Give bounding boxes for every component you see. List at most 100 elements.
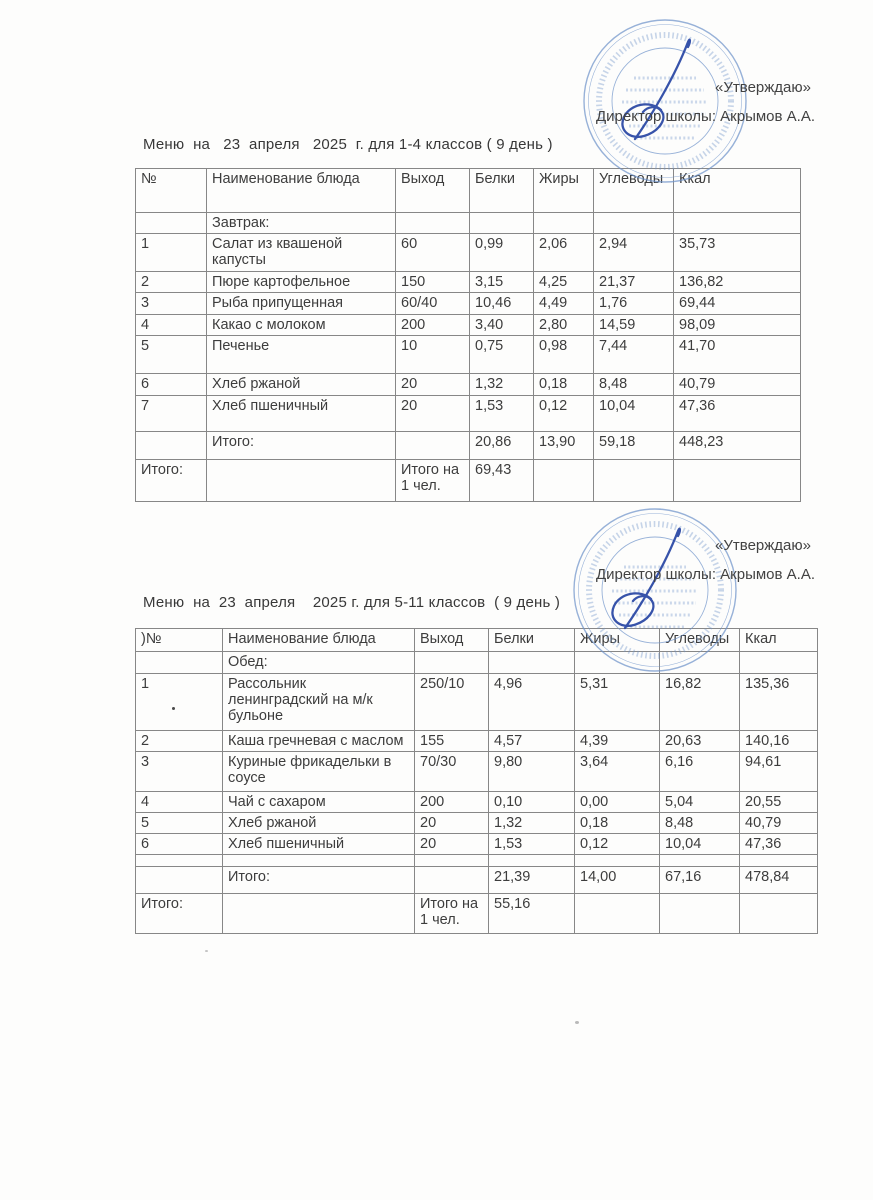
cell-num: 2 bbox=[135, 271, 207, 293]
cell-carbs: 8,48 bbox=[593, 373, 674, 396]
cell-num: 3 bbox=[135, 751, 223, 792]
cell-empty bbox=[739, 651, 818, 674]
cell-dish: Какао с молоком bbox=[206, 314, 396, 336]
cell-out: 60/40 bbox=[395, 292, 470, 315]
cell-carbs: 5,04 bbox=[659, 791, 740, 813]
menu-row: 1 Салат из квашеной капусты 60 0,99 2,06… bbox=[135, 233, 801, 272]
cell-kcal: 98,09 bbox=[673, 314, 801, 336]
cell-protein: 10,46 bbox=[469, 292, 534, 315]
cell-fat: 0,98 bbox=[533, 335, 594, 374]
cell-empty bbox=[659, 651, 740, 674]
cell-carbs: 10,04 bbox=[659, 833, 740, 855]
cell-dish: Пюре картофельное bbox=[206, 271, 396, 293]
cell-out: 200 bbox=[414, 791, 489, 813]
cell-dish: Хлеб пшеничный bbox=[222, 833, 415, 855]
cell-empty bbox=[574, 854, 660, 867]
section-label: Завтрак: bbox=[206, 212, 396, 234]
cell-empty bbox=[533, 459, 594, 502]
ink-speck bbox=[172, 707, 175, 710]
grand-total-label: Итого: bbox=[135, 893, 223, 934]
menu-row: 4 Чай с сахаром 200 0,10 0,00 5,04 20,55 bbox=[135, 791, 818, 813]
cell-fat: 0,18 bbox=[533, 373, 594, 396]
ink-speck bbox=[575, 1021, 579, 1024]
header-kcal: Ккал bbox=[739, 628, 818, 652]
cell-empty bbox=[469, 212, 534, 234]
cell-protein: 3,40 bbox=[469, 314, 534, 336]
cell-num: 4 bbox=[135, 314, 207, 336]
cell-out: 155 bbox=[414, 730, 489, 752]
cell-protein: 0,99 bbox=[469, 233, 534, 272]
cell-protein: 4,57 bbox=[488, 730, 575, 752]
stamp-rings bbox=[584, 20, 746, 182]
cell-empty bbox=[135, 854, 223, 867]
cell-empty bbox=[574, 893, 660, 934]
cell-empty bbox=[414, 854, 489, 867]
cell-kcal: 94,61 bbox=[739, 751, 818, 792]
menu-row: 5 Хлеб ржаной 20 1,32 0,18 8,48 40,79 bbox=[135, 812, 818, 834]
cell-empty bbox=[395, 212, 470, 234]
total-carbs: 59,18 bbox=[593, 431, 674, 460]
cell-empty bbox=[135, 212, 207, 234]
total-carbs: 67,16 bbox=[659, 866, 740, 894]
grand-total-per-person: Итого на 1 чел. bbox=[414, 893, 489, 934]
header-num: № bbox=[135, 168, 207, 213]
header-out: Выход bbox=[395, 168, 470, 213]
cell-dish: Каша гречневая с маслом bbox=[222, 730, 415, 752]
cell-kcal: 69,44 bbox=[673, 292, 801, 315]
totals-row: Итого: 21,39 14,00 67,16 478,84 bbox=[135, 866, 818, 894]
approve-label: «Утверждаю» bbox=[715, 537, 811, 554]
cell-out: 70/30 bbox=[414, 751, 489, 792]
cell-fat: 2,06 bbox=[533, 233, 594, 272]
cell-num: 4 bbox=[135, 791, 223, 813]
cell-carbs: 20,63 bbox=[659, 730, 740, 752]
cell-empty bbox=[659, 893, 740, 934]
cell-dish: Хлеб ржаной bbox=[206, 373, 396, 396]
cell-out: 200 bbox=[395, 314, 470, 336]
cell-fat: 2,80 bbox=[533, 314, 594, 336]
cell-empty bbox=[135, 866, 223, 894]
header-fat: Жиры bbox=[574, 628, 660, 652]
cell-empty bbox=[414, 651, 489, 674]
cell-empty bbox=[739, 854, 818, 867]
cell-carbs: 10,04 bbox=[593, 395, 674, 432]
cell-empty bbox=[488, 854, 575, 867]
cell-out: 10 bbox=[395, 335, 470, 374]
cell-fat: 5,31 bbox=[574, 673, 660, 731]
cell-empty bbox=[574, 651, 660, 674]
menu-row: 6 Хлеб ржаной 20 1,32 0,18 8,48 40,79 bbox=[135, 373, 801, 396]
cell-dish: Салат из квашеной капусты bbox=[206, 233, 396, 272]
menu-row: 3 Куриные фрикадельки в соусе 70/30 9,80… bbox=[135, 751, 818, 792]
cell-protein: 1,32 bbox=[488, 812, 575, 834]
cell-num: 5 bbox=[135, 335, 207, 374]
header-out: Выход bbox=[414, 628, 489, 652]
table-header-row: № Наименование блюда Выход Белки Жиры Уг… bbox=[135, 168, 801, 213]
cell-out: 20 bbox=[395, 373, 470, 396]
cell-fat: 4,25 bbox=[533, 271, 594, 293]
menu-row: 4 Какао с молоком 200 3,40 2,80 14,59 98… bbox=[135, 314, 801, 336]
cell-num: 5 bbox=[135, 812, 223, 834]
header-dish: Наименование блюда bbox=[222, 628, 415, 652]
menu-table-1: № Наименование блюда Выход Белки Жиры Уг… bbox=[135, 168, 801, 502]
grand-total-value: 55,16 bbox=[488, 893, 575, 934]
header-protein: Белки bbox=[469, 168, 534, 213]
total-fat: 14,00 bbox=[574, 866, 660, 894]
total-label: Итого: bbox=[206, 431, 396, 460]
cell-kcal: 47,36 bbox=[739, 833, 818, 855]
cell-fat: 4,49 bbox=[533, 292, 594, 315]
total-kcal: 448,23 bbox=[673, 431, 801, 460]
cell-kcal: 41,70 bbox=[673, 335, 801, 374]
menu-table-2: )№ Наименование блюда Выход Белки Жиры У… bbox=[135, 628, 818, 934]
cell-empty bbox=[673, 212, 801, 234]
cell-empty bbox=[739, 893, 818, 934]
header-carbs: Углеводы bbox=[593, 168, 674, 213]
cell-kcal: 136,82 bbox=[673, 271, 801, 293]
cell-num: 6 bbox=[135, 833, 223, 855]
cell-kcal: 35,73 bbox=[673, 233, 801, 272]
section-row: Обед: bbox=[135, 651, 818, 674]
menu-title-2: Меню на 23 апреля 2025 г. для 5-11 класс… bbox=[143, 594, 561, 611]
cell-carbs: 16,82 bbox=[659, 673, 740, 731]
menu-row: 6 Хлеб пшеничный 20 1,53 0,12 10,04 47,3… bbox=[135, 833, 818, 855]
menu-title-1: Меню на 23 апреля 2025 г. для 1-4 классо… bbox=[143, 136, 553, 153]
cell-dish: Рассольник ленинградский на м/к бульоне bbox=[222, 673, 415, 731]
